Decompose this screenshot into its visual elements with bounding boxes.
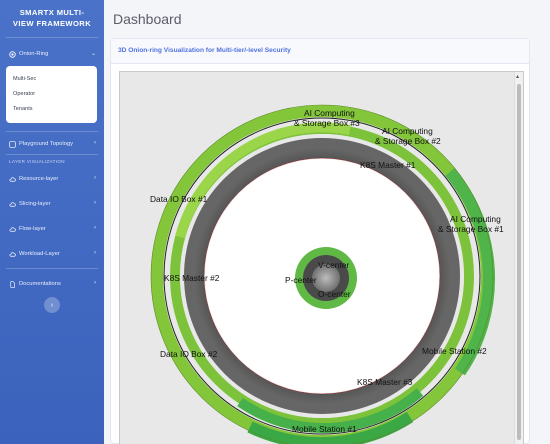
sidebar-collapse-button[interactable]: ‹ xyxy=(44,297,60,313)
chevron-right-icon: › xyxy=(94,280,96,286)
sidebar-item-resource-layer[interactable]: Resource-layer › xyxy=(0,171,104,187)
brand-line1: SMARTX MULTI- xyxy=(19,8,85,17)
visualization-scrollbar[interactable]: ▴ xyxy=(514,72,523,444)
label-ai1-line2: & Storage Box #1 xyxy=(438,224,504,234)
label-dataio1: Data IO Box #1 xyxy=(150,194,208,204)
k8s-ring[interactable] xyxy=(184,138,460,414)
label-ai1-line1: AI Computing xyxy=(450,214,501,224)
label-dataio2: Data IO Box #2 xyxy=(160,349,218,359)
chevron-right-icon: › xyxy=(94,225,96,231)
core[interactable] xyxy=(295,247,357,309)
label-ai2-line1: AI Computing xyxy=(382,126,433,136)
submenu-item-operator[interactable]: Operator xyxy=(13,90,36,97)
sidebar-item-onion-ring[interactable]: Onion-Ring ⌄ xyxy=(0,46,104,62)
onion-ring-canvas: AI Computing & Storage Box #3 AI Computi… xyxy=(150,104,504,444)
brand-line2: VIEW FRAMEWORK xyxy=(12,19,92,28)
chevron-right-icon: › xyxy=(94,200,96,206)
label-mobile1: Mobile Station #1 xyxy=(292,424,357,434)
scroll-up-icon[interactable]: ▴ xyxy=(516,74,520,80)
cloud-icon xyxy=(8,175,16,183)
chevron-right-icon: › xyxy=(94,175,96,181)
chevron-down-icon: ⌄ xyxy=(90,51,96,57)
onion-ring-visualization[interactable]: AI Computing & Storage Box #3 AI Computi… xyxy=(119,71,524,444)
chevron-right-icon: › xyxy=(94,250,96,256)
sidebar-item-label: Flow-layer xyxy=(19,226,46,232)
label-k8s3: K8S Master #3 xyxy=(357,377,413,387)
visualization-card: 3D Onion-ring Visualization for Multi-ti… xyxy=(110,38,530,444)
label-ai3-line2: & Storage Box #3 xyxy=(294,118,360,128)
card-title: 3D Onion-ring Visualization for Multi-ti… xyxy=(111,39,529,64)
cloud-icon xyxy=(8,250,16,258)
outer-ring[interactable] xyxy=(150,104,495,444)
sidebar-item-flow-layer[interactable]: Flow-layer › xyxy=(0,221,104,237)
label-ai2-line2: & Storage Box #2 xyxy=(375,136,441,146)
cloud-icon xyxy=(8,225,16,233)
sidebar-item-label: Resource-layer xyxy=(19,176,59,182)
chevron-right-icon: › xyxy=(94,140,96,146)
divider xyxy=(6,131,98,132)
sidebar-item-label: Documentations xyxy=(19,281,61,287)
label-pcenter: P-center xyxy=(285,275,317,285)
document-icon xyxy=(8,280,16,288)
sidebar-item-playground-topology[interactable]: Playground Topology › xyxy=(0,136,104,152)
label-mobile2: Mobile Station #2 xyxy=(422,346,487,356)
label-k8s1: K8S Master #1 xyxy=(360,160,416,170)
sidebar-item-label: Onion-Ring xyxy=(19,51,49,57)
middle-ring[interactable] xyxy=(170,122,474,434)
sidebar-item-label: Workload-Layer xyxy=(19,251,60,257)
onion-ring-icon xyxy=(8,50,16,58)
onion-ring-submenu: Multi-Sec Operator Tenants xyxy=(6,66,97,123)
brand-title[interactable]: SMARTX MULTI- VIEW FRAMEWORK xyxy=(6,0,98,38)
label-ai3-line1: AI Computing xyxy=(304,108,355,118)
sidebar-item-label: Slicing-layer xyxy=(19,201,51,207)
submenu-item-tenants[interactable]: Tenants xyxy=(13,105,33,112)
sidebar-item-slicing-layer[interactable]: Slicing-layer › xyxy=(0,196,104,212)
cloud-icon xyxy=(8,200,16,208)
sidebar-item-label: Playground Topology xyxy=(19,141,74,147)
scrollbar-thumb[interactable] xyxy=(517,84,521,440)
label-vcenter: V-center xyxy=(318,260,349,270)
divider xyxy=(6,154,98,155)
label-k8s2: K8S Master #2 xyxy=(164,273,220,283)
submenu-item-multi-sec[interactable]: Multi-Sec xyxy=(13,75,37,82)
page-title: Dashboard xyxy=(113,11,182,27)
divider xyxy=(6,268,98,269)
topology-icon xyxy=(8,140,16,148)
sidebar-item-workload-layer[interactable]: Workload-Layer › xyxy=(0,246,104,262)
sidebar: SMARTX MULTI- VIEW FRAMEWORK Onion-Ring … xyxy=(0,0,104,444)
section-label: LAYER VISUALIZATION xyxy=(9,159,65,164)
chevron-left-icon: ‹ xyxy=(50,301,54,309)
label-ocenter: O-center xyxy=(318,289,351,299)
sidebar-item-documentations[interactable]: Documentations › xyxy=(0,276,104,292)
